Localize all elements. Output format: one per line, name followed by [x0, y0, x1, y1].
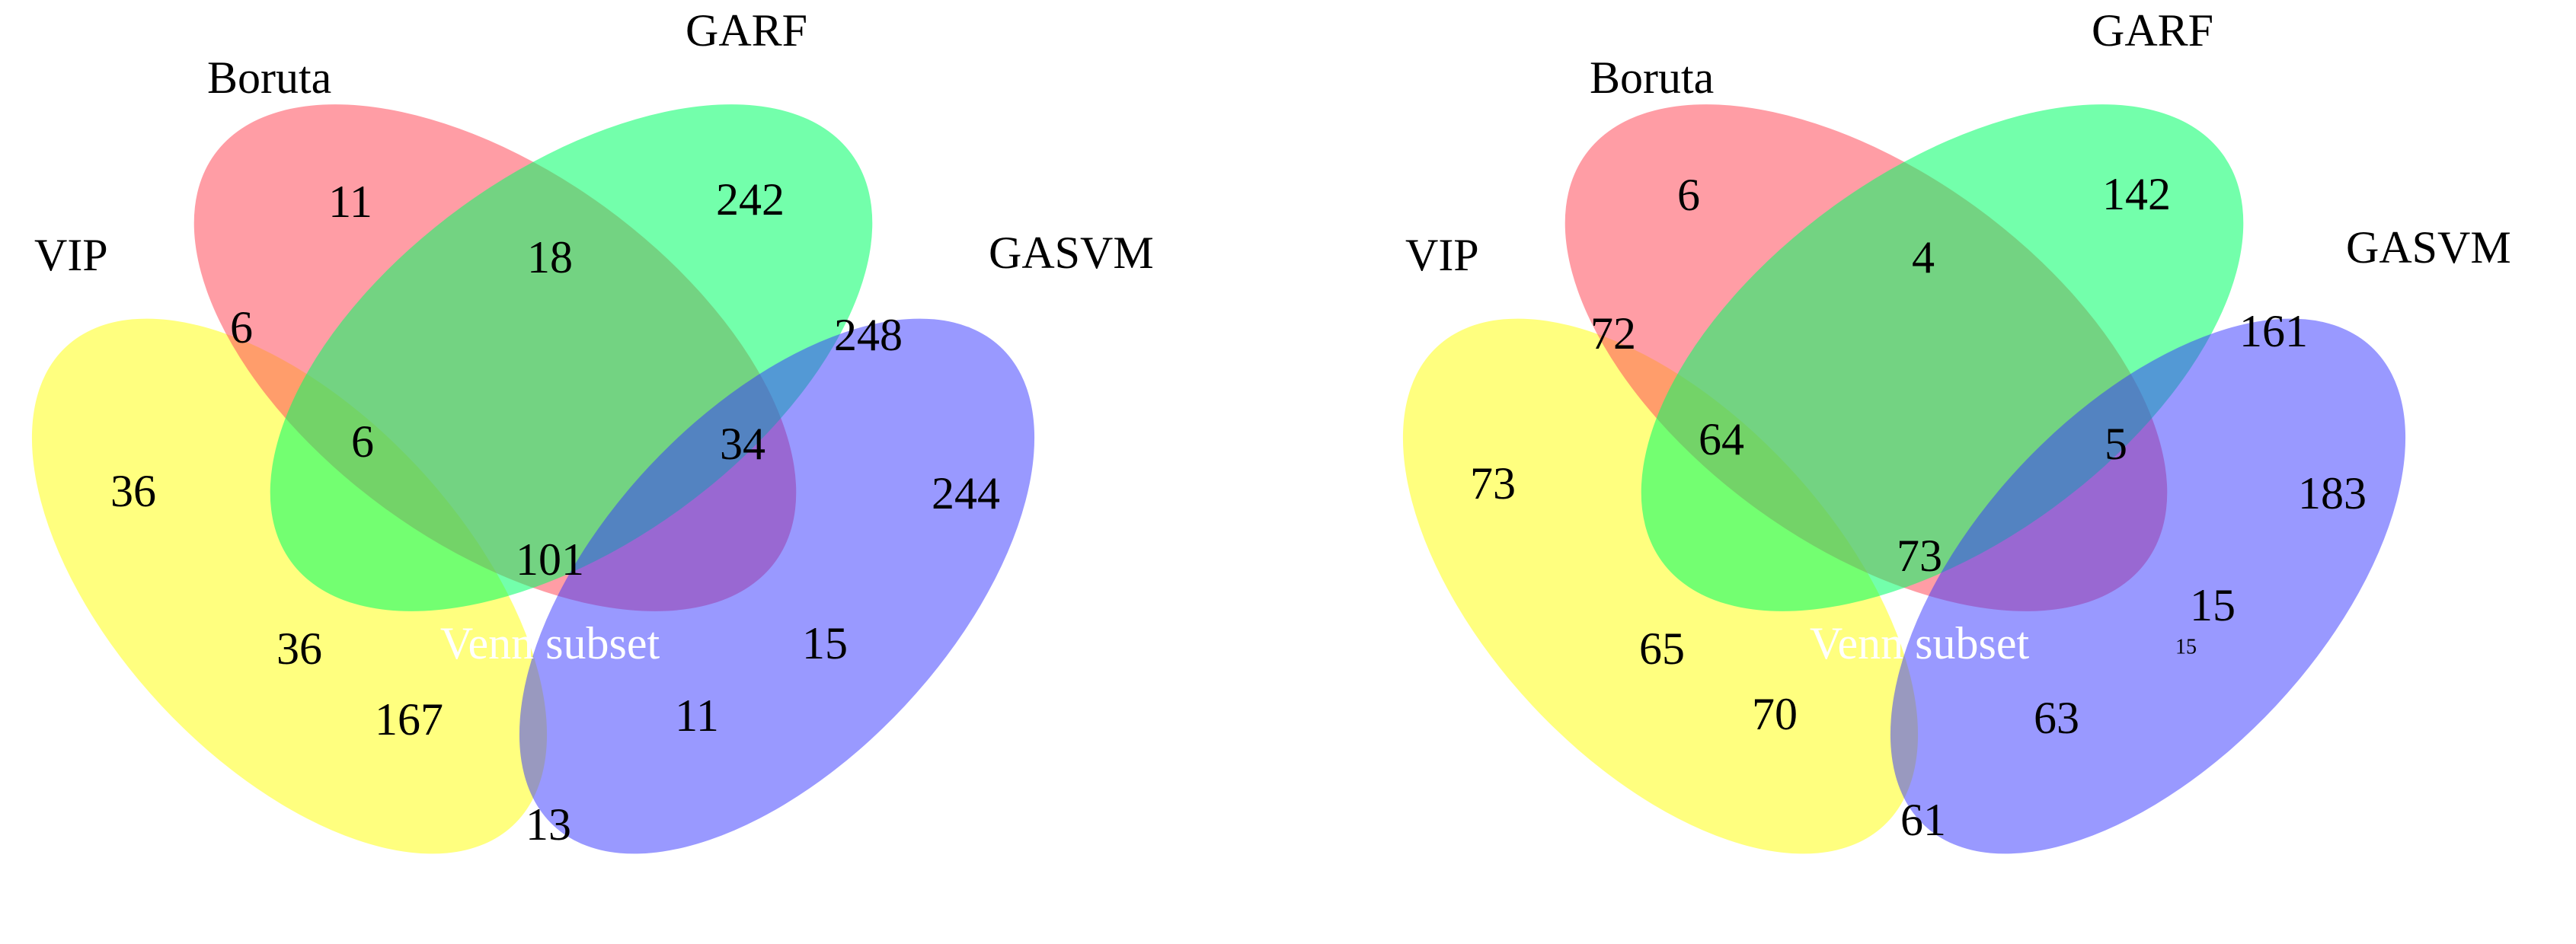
- region-boruta-only: 11: [328, 177, 372, 227]
- region-vip-boruta: 6: [230, 302, 253, 352]
- set-label-vip: VIP: [34, 230, 108, 280]
- region-boruta-gasvm-small: 15: [2175, 636, 2197, 659]
- region-vip-boruta-garf: 6: [351, 416, 374, 467]
- region-garf-only: 242: [716, 174, 785, 225]
- region-boruta-gasvm: 15: [802, 618, 848, 668]
- ellipse-gasvm: [519, 318, 1035, 854]
- region-vip-only: 36: [110, 466, 156, 516]
- region-all-four: 101: [516, 534, 584, 585]
- set-label-garf: GARF: [2092, 5, 2213, 56]
- ellipse-garf: [270, 104, 873, 611]
- set-label-garf: GARF: [686, 5, 807, 56]
- region-vip-boruta-gasvm: 63: [2034, 693, 2079, 743]
- set-label-gasvm: GASVM: [2346, 222, 2511, 273]
- region-vip-only: 73: [1470, 458, 1516, 509]
- region-vip-garf: 36: [276, 623, 322, 674]
- region-gasvm-only: 244: [932, 468, 1000, 518]
- region-boruta-garf: 18: [527, 232, 573, 282]
- region-all-four: 73: [1897, 531, 1942, 581]
- venn-diagram-left: Boruta GARF VIP GASVM 11 242 18 6 248 36…: [31, 5, 1154, 854]
- region-vip-boruta-gasvm: 11: [675, 690, 719, 741]
- region-vip-garf: 65: [1639, 623, 1685, 674]
- region-boruta-garf-gasvm: 5: [2105, 419, 2127, 469]
- region-vip-garf-gasvm: 70: [1752, 689, 1798, 739]
- region-boruta-gasvm: 15: [2190, 580, 2236, 630]
- region-vip-gasvm: 13: [526, 799, 571, 850]
- ellipse-vip: [1402, 318, 1919, 854]
- ellipse-gasvm: [1890, 318, 2406, 854]
- region-vip-boruta: 72: [1590, 308, 1636, 359]
- region-vip-gasvm: 61: [1900, 795, 1946, 845]
- ellipse-vip: [31, 318, 548, 854]
- set-label-boruta: Boruta: [1590, 53, 1714, 103]
- region-garf-only: 142: [2102, 169, 2171, 219]
- region-boruta-garf-gasvm: 34: [720, 419, 765, 469]
- ellipse-garf: [1641, 104, 2244, 611]
- region-vip-boruta-garf: 64: [1699, 414, 1744, 464]
- region-garf-gasvm: 248: [834, 310, 903, 360]
- venn-subset-label: Venn subset: [440, 618, 660, 668]
- venn-subset-label: Venn subset: [1810, 618, 2030, 668]
- region-garf-gasvm: 161: [2239, 306, 2308, 356]
- set-label-vip: VIP: [1405, 230, 1479, 280]
- venn-diagram-right: Boruta GARF VIP GASVM 6 142 4 72 161 73 …: [1402, 5, 2511, 854]
- region-boruta-garf: 4: [1912, 232, 1935, 282]
- set-label-gasvm: GASVM: [989, 228, 1154, 278]
- region-boruta-only: 6: [1677, 170, 1700, 220]
- region-vip-garf-gasvm: 167: [375, 694, 443, 745]
- region-gasvm-only: 183: [2298, 468, 2367, 518]
- set-label-boruta: Boruta: [207, 53, 331, 103]
